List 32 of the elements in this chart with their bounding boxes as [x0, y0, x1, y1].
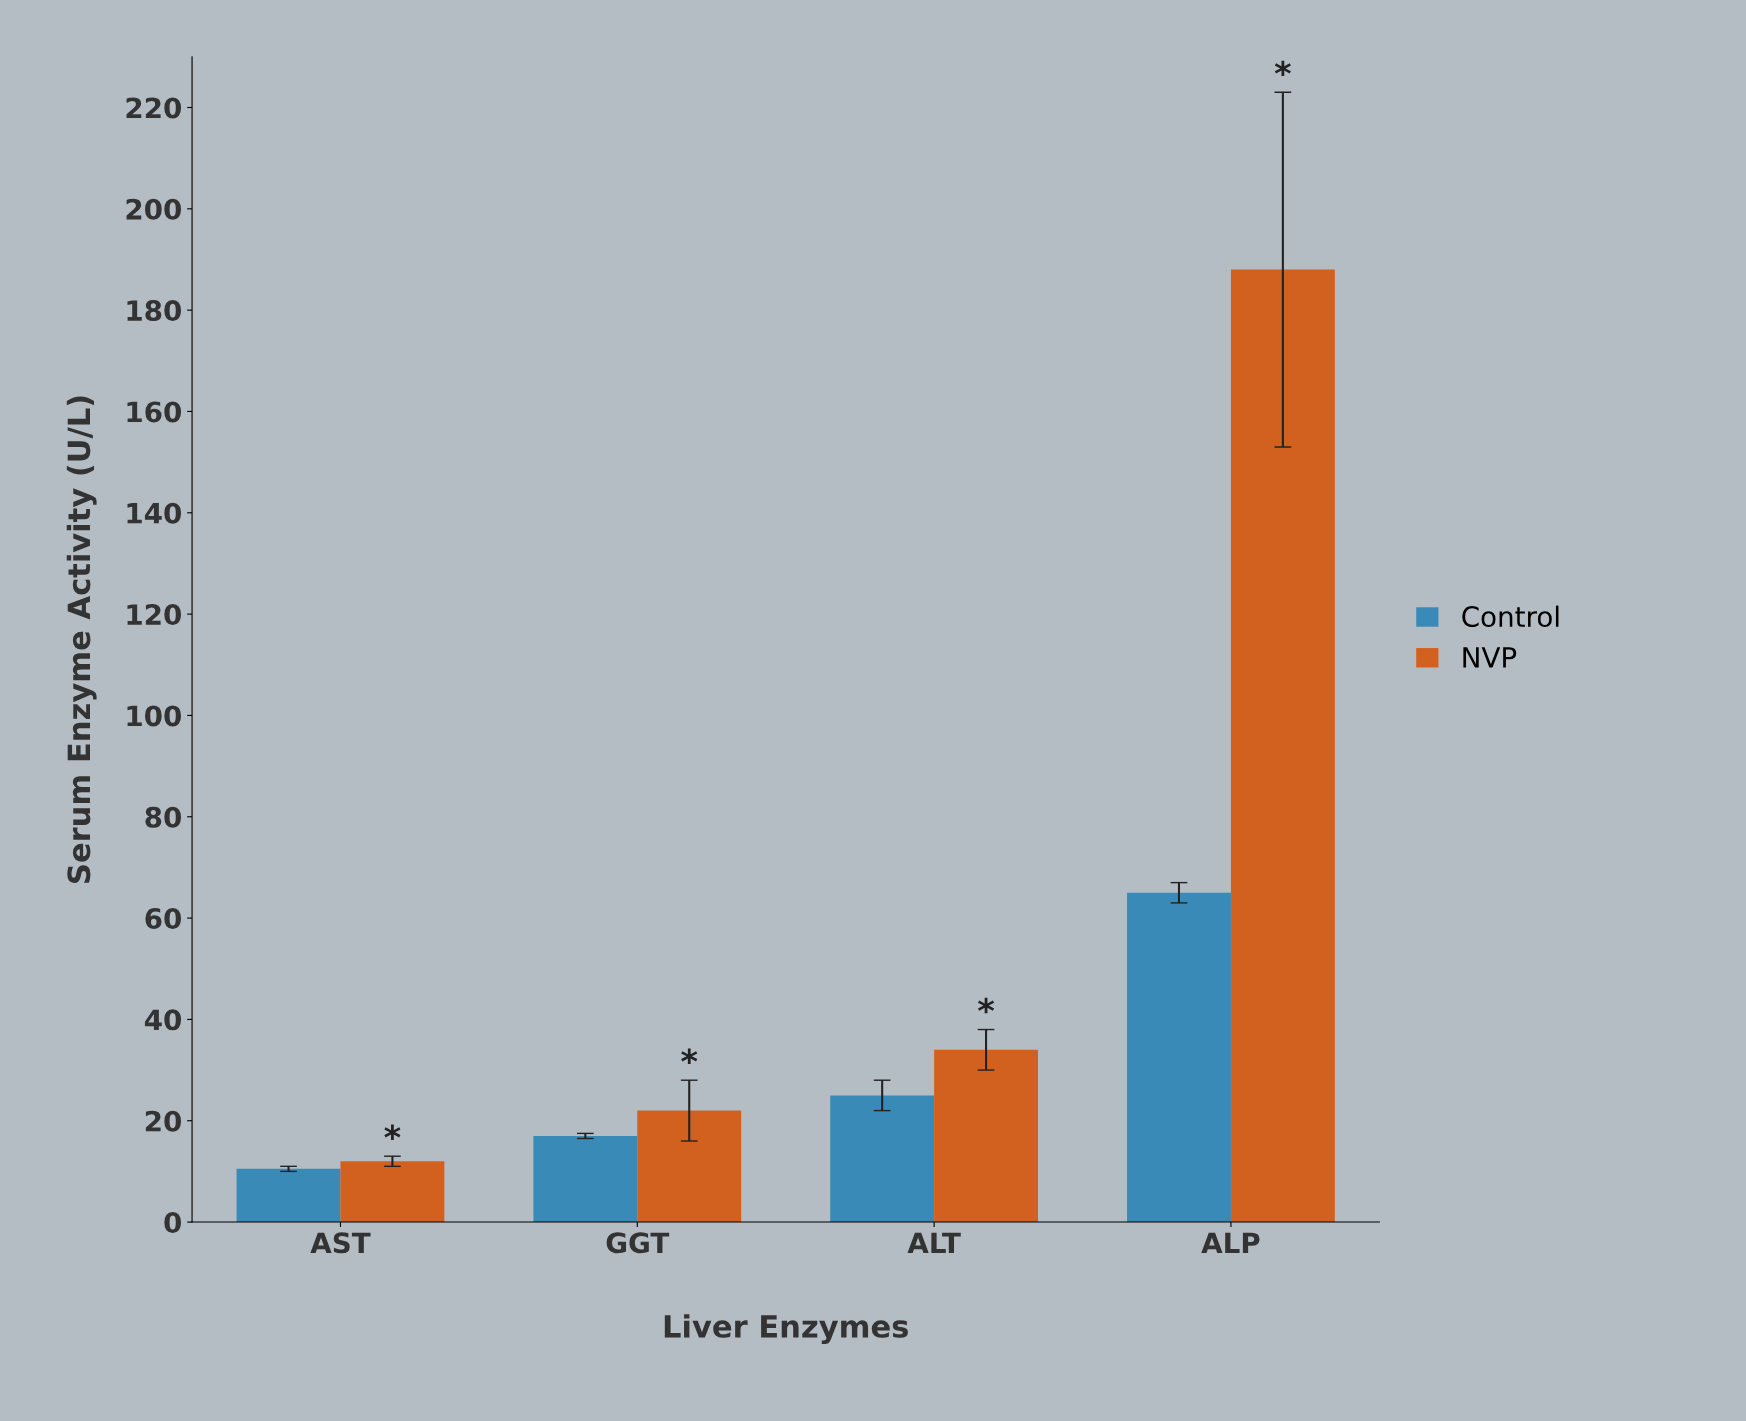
- annotation: *: [978, 997, 995, 1014]
- bar: [1230, 269, 1335, 1223]
- annotation: *: [681, 1048, 698, 1065]
- y-tick-label: 80: [145, 806, 182, 828]
- y-tick-label: 60: [145, 908, 182, 930]
- x-tick-label: AST: [310, 1232, 371, 1254]
- legend-label: NVP: [1463, 647, 1517, 668]
- y-tick-label: 160: [127, 401, 182, 423]
- bar: [236, 1168, 341, 1223]
- y-tick-label: 40: [144, 1009, 182, 1031]
- y-tick-label: 100: [127, 705, 182, 727]
- y-tick-label: 20: [145, 1110, 182, 1132]
- legend-label: Control: [1462, 605, 1559, 628]
- y-tick-label: 180: [127, 300, 182, 322]
- y-axis-title: Serum Enzyme Activity (U/L): [66, 396, 97, 883]
- bar: [637, 1110, 742, 1223]
- x-tick-label: GGT: [606, 1232, 670, 1254]
- bar: [830, 1095, 935, 1223]
- bar: [1127, 892, 1231, 1223]
- x-axis-title: Liver Enzymes: [664, 1314, 908, 1345]
- x-tick-label: ALT: [907, 1232, 961, 1253]
- x-tick-label: ALP: [1201, 1232, 1260, 1253]
- annotation: *: [384, 1124, 401, 1141]
- y-tick-label: 120: [127, 604, 182, 626]
- bar: [934, 1049, 1038, 1223]
- y-tick-label: 140: [127, 502, 182, 524]
- y-tick-label: 200: [126, 198, 182, 220]
- y-tick-label: 0: [164, 1212, 182, 1234]
- bar: [340, 1161, 445, 1223]
- y-tick-label: 220: [126, 97, 182, 119]
- annotation: *: [1274, 60, 1291, 77]
- bar: [533, 1135, 638, 1223]
